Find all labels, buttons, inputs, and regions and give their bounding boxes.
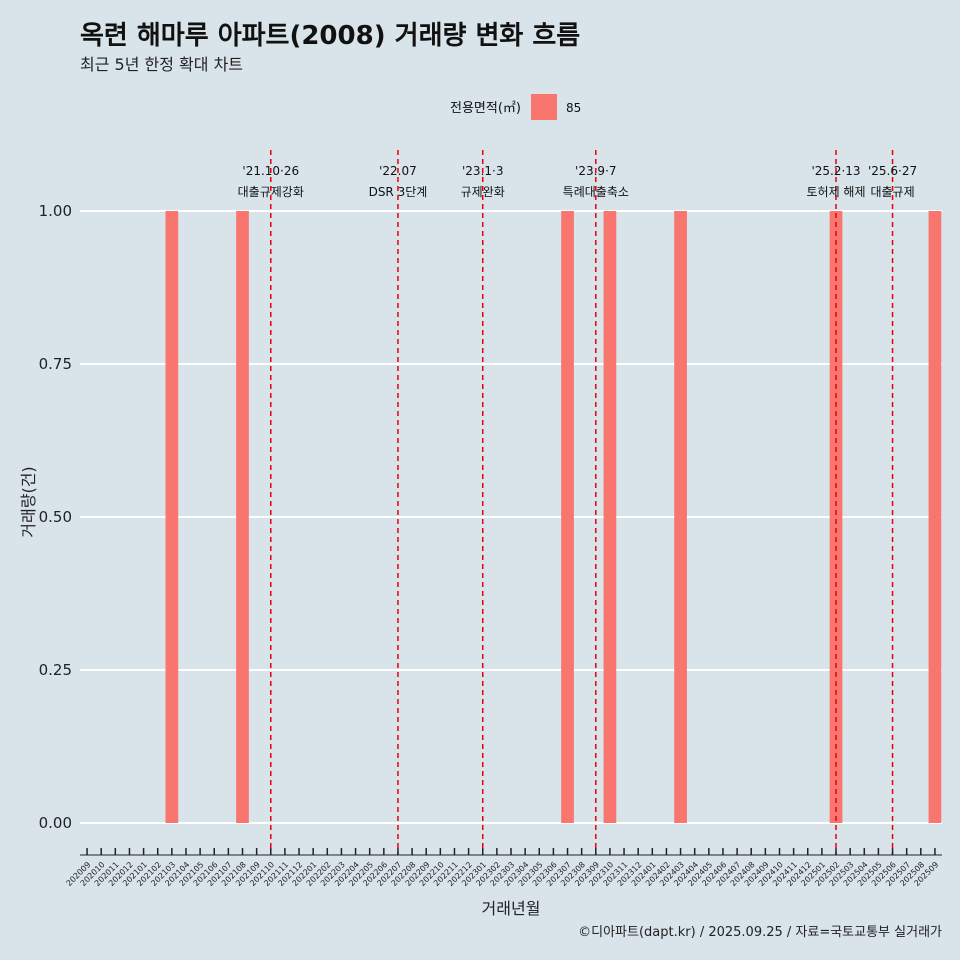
event-name-label: 토허제 해제 [807, 185, 866, 199]
legend-label-85: 85 [566, 101, 581, 115]
event-date-label: '25.2·13 [811, 164, 860, 178]
bar [236, 211, 249, 823]
bar-series-85 [165, 211, 942, 823]
caption: ©디아파트(dapt.kr) / 2025.09.25 / 자료=국토교통부 실… [578, 925, 942, 940]
event-name-label: DSR 3단계 [369, 185, 428, 199]
bar [165, 211, 179, 823]
bar [829, 211, 843, 823]
legend-swatch-85 [531, 94, 557, 120]
chart-title: 옥련 해마루 아파트(2008) 거래량 변화 흐름 [80, 21, 580, 51]
legend: 전용면적(㎡) 85 [450, 94, 581, 120]
y-tick-label: 0.50 [39, 508, 72, 526]
event-date-label: '23.9·7 [575, 164, 616, 178]
y-tick-label: 0.75 [39, 355, 72, 373]
x-axis-label: 거래년월 [482, 899, 541, 918]
chart-subtitle: 최근 5년 한정 확대 차트 [80, 55, 243, 74]
bar [928, 211, 942, 823]
event-name-label: 규제완화 [461, 185, 505, 199]
bar [561, 211, 574, 823]
event-name-label: 특례대출축소 [563, 185, 629, 199]
legend-title: 전용면적(㎡) [450, 101, 521, 116]
bar [674, 211, 687, 823]
bar [603, 211, 617, 823]
event-name-label: 대출규제강화 [238, 185, 304, 199]
event-date-label: '25.6·27 [868, 164, 917, 178]
event-markers: '21.10·26 대출규제강화 '22.07 DSR 3단계 '23.1·3 규제완화 '… [238, 150, 917, 855]
event-date-label: '23.1·3 [462, 164, 503, 178]
y-tick-label: 0.25 [39, 661, 72, 679]
y-axis-ticks: 0.00 0.25 0.50 0.75 1.00 [39, 202, 72, 832]
event-date-label: '21.10·26 [242, 164, 299, 178]
y-tick-label: 1.00 [39, 202, 72, 220]
x-axis: 2020092020102020112020122021012021022021… [65, 848, 942, 888]
y-gridlines [80, 210, 942, 824]
y-tick-label: 0.00 [39, 814, 72, 832]
event-name-label: 대출규제 [870, 185, 914, 199]
y-axis-label: 거래량(건) [19, 466, 38, 537]
event-date-label: '22.07 [379, 164, 417, 178]
